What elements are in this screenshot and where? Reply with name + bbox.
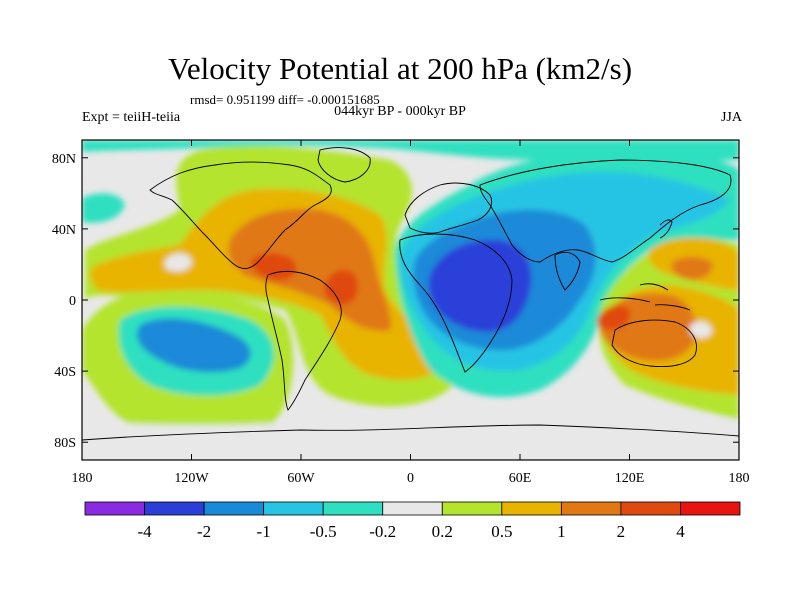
colorbar-swatch	[382, 501, 443, 516]
x-axis: 180 120W 60W 0 60E 120E 180	[72, 140, 750, 486]
coast-japan	[659, 219, 673, 239]
field-contour-npac-neg	[82, 193, 125, 223]
coast-north-america	[149, 161, 332, 269]
coast-australia	[611, 319, 697, 367]
colorbar: -4 -2 -1 -0.5 -0.2 0.2 0.5 1 2 4	[84, 501, 741, 541]
colorbar-label: -0.5	[310, 522, 337, 541]
coast-europe	[404, 182, 493, 234]
y-axis: 80N 40N 0 40S 80S	[52, 152, 739, 451]
coast-antarctica	[82, 424, 739, 441]
coast-indonesia	[599, 283, 691, 311]
colorbar-swatch	[560, 501, 622, 516]
velocity-potential-field	[82, 140, 739, 460]
field-contour-west-2	[250, 253, 297, 281]
colorbar-label: -2	[197, 522, 211, 541]
field-contour-epac-0.5	[89, 258, 161, 292]
season-label: JJA	[720, 110, 742, 125]
colorbar-swatch	[620, 501, 681, 516]
colorbar-swatch	[203, 501, 265, 516]
colorbar-swatch	[322, 501, 384, 516]
experiment-label: Expt = teiiH-teiia	[82, 110, 181, 125]
colorbar-swatch	[84, 501, 145, 516]
field-contour-nwpac-1	[671, 256, 713, 280]
y-tick-label: 80S	[54, 436, 76, 451]
x-tick-label: 120E	[615, 471, 645, 486]
colorbar-label: 0.5	[491, 522, 512, 541]
field-contour-grey-pocket2	[690, 321, 712, 338]
coast-asia	[479, 159, 732, 263]
y-tick-label: 40S	[54, 365, 76, 380]
colorbar-swatch	[263, 501, 324, 516]
field-contour-arctic-0.2	[82, 140, 739, 161]
colorbar-label: -4	[137, 522, 152, 541]
coast-africa	[399, 233, 513, 373]
colorbar-label: 1	[557, 522, 566, 541]
colorbar-swatch	[680, 501, 741, 516]
stats-text: rmsd= 0.951199 diff= -0.000151685	[190, 92, 380, 107]
x-tick-label: 180	[729, 471, 750, 486]
x-tick-label: 0	[407, 471, 414, 486]
y-tick-label: 0	[69, 294, 76, 309]
field-contour-grey-pocket	[165, 253, 192, 272]
x-tick-label: 120W	[174, 471, 209, 486]
colorbar-label: -0.2	[369, 522, 396, 541]
colorbar-label: -1	[257, 522, 271, 541]
colorbar-swatch	[144, 501, 205, 516]
colorbar-label: 4	[676, 522, 685, 541]
coastlines	[82, 147, 739, 441]
x-tick-label: 60W	[287, 471, 315, 486]
x-tick-label: 180	[72, 471, 93, 486]
colorbar-label: 2	[617, 522, 626, 541]
field-contour-southern-band	[82, 406, 739, 460]
colorbar-swatch	[441, 501, 503, 516]
y-tick-label: 80N	[52, 152, 76, 167]
chart-title: Velocity Potential at 200 hPa (km2/s)	[167, 51, 633, 86]
field-contour-aus-2	[597, 305, 631, 330]
colorbar-label: 0.2	[432, 522, 453, 541]
colorbar-swatch	[501, 501, 562, 516]
field-contour-spac-1	[136, 318, 251, 373]
coast-greenland	[317, 147, 371, 183]
period-label: 044kyr BP - 000kyr BP	[334, 104, 466, 119]
coast-india	[554, 251, 581, 291]
field-contour-west-2b	[324, 269, 358, 305]
x-tick-label: 60E	[509, 471, 532, 486]
y-tick-label: 40N	[52, 223, 76, 238]
coast-south-america	[265, 270, 342, 411]
